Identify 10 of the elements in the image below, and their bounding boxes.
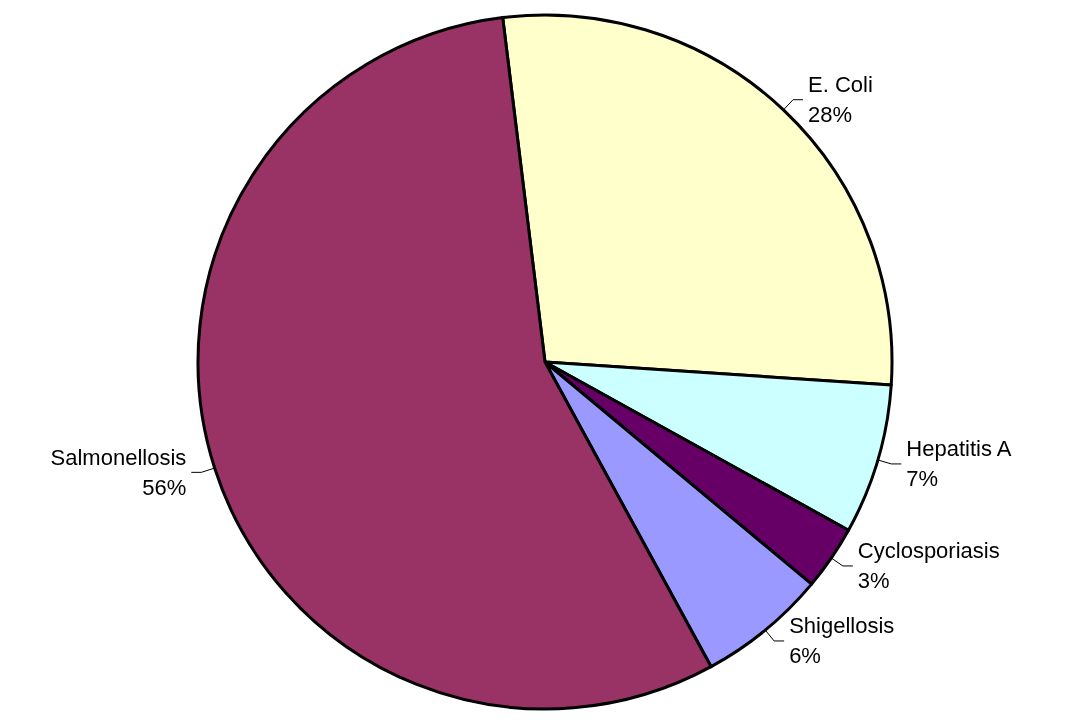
slice-label: Salmonellosis: [50, 444, 187, 470]
data-label: 28%: [808, 102, 853, 128]
slice-label: Cyclosporiasis: [857, 538, 1000, 564]
data-label: 3%: [857, 568, 890, 594]
slice-label: Shigellosis: [789, 613, 895, 639]
slice-label: Hepatitis A: [906, 436, 1012, 462]
data-label: 56%: [142, 474, 187, 500]
slice-label: E. Coli: [808, 72, 873, 98]
data-label: 7%: [906, 466, 939, 492]
data-label: 6%: [789, 643, 821, 669]
